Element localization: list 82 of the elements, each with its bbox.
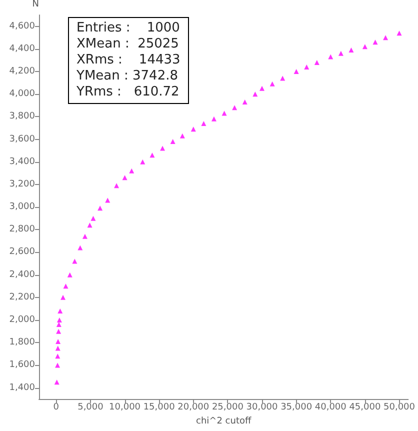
- y-tick-label: 4,200: [9, 66, 36, 76]
- point: [362, 44, 368, 50]
- point: [55, 346, 60, 351]
- point: [60, 294, 66, 300]
- point: [58, 308, 63, 314]
- y-tick-label: 2,000: [9, 315, 36, 326]
- x-tick-label: 35,000: [280, 402, 312, 413]
- y-tick-label: 4,600: [9, 21, 36, 32]
- annotation: YMean : 3742.8: [76, 68, 178, 84]
- y-tick-label: 1,800: [9, 338, 36, 348]
- y-tick-label: 3,000: [9, 202, 36, 212]
- x-tick-label: 40,000: [314, 402, 347, 413]
- x-tick-label: 0: [53, 402, 60, 413]
- point: [160, 146, 166, 151]
- point: [122, 175, 128, 180]
- x-tick-label: 5,000: [78, 402, 104, 413]
- point: [56, 328, 62, 334]
- y-tick-label: 2,800: [9, 224, 36, 235]
- point: [72, 258, 78, 264]
- x-tick-label: 20,000: [178, 402, 210, 413]
- point: [56, 322, 62, 328]
- x-tick-label: 10,000: [109, 402, 141, 413]
- y-tick-label: 4,400: [9, 44, 36, 54]
- point: [63, 284, 68, 289]
- y-axis-title: N: [32, 0, 39, 10]
- point: [55, 362, 60, 368]
- point: [252, 92, 258, 97]
- point: [56, 318, 62, 323]
- point: [201, 120, 206, 126]
- annotation: XMean : 25025: [76, 36, 179, 52]
- y-tick-label: 2,400: [9, 270, 36, 280]
- point: [55, 354, 60, 359]
- point: [328, 54, 334, 60]
- y-tick-label: 3,400: [9, 156, 36, 167]
- point: [211, 116, 216, 122]
- y-tick-label: 3,600: [9, 134, 36, 144]
- point: [396, 30, 402, 36]
- point: [314, 60, 320, 65]
- point: [222, 110, 227, 116]
- point: [280, 76, 286, 81]
- point: [383, 35, 388, 40]
- point: [82, 234, 88, 239]
- x-tick-label: 45,000: [349, 402, 381, 413]
- point: [180, 133, 185, 138]
- annotation: YRms : 610.72: [76, 84, 180, 100]
- point: [190, 126, 196, 132]
- x-axis-title: chi^2 cutoff: [196, 416, 252, 426]
- annotation: XRms : 14433: [76, 52, 180, 68]
- point: [105, 198, 110, 203]
- y-tick-label: 3,800: [9, 112, 36, 122]
- point: [150, 152, 155, 158]
- y-tick-label: 2,200: [9, 292, 36, 302]
- point: [348, 48, 354, 53]
- point: [98, 206, 103, 211]
- point: [232, 105, 238, 110]
- point: [304, 64, 310, 70]
- y-tick-label: 2,600: [9, 247, 36, 258]
- y-tick-label: 1,400: [9, 382, 36, 393]
- point: [338, 50, 344, 56]
- point: [54, 380, 60, 385]
- point: [114, 183, 120, 188]
- x-tick-label: 25,000: [212, 402, 244, 413]
- point: [78, 245, 83, 250]
- annotation: Entries : 1000: [76, 20, 180, 36]
- point: [260, 86, 265, 91]
- x-tick-label: 15,000: [143, 402, 176, 413]
- point: [90, 216, 96, 221]
- x-tick-label: 30,000: [246, 402, 278, 413]
- point: [270, 81, 275, 86]
- y-tick-label: 3,200: [9, 179, 36, 190]
- point: [140, 159, 146, 164]
- x-tick-label: 50,000: [384, 402, 416, 413]
- point: [242, 99, 248, 104]
- point: [170, 139, 176, 144]
- y-tick-label: 1,600: [9, 360, 36, 370]
- point: [87, 222, 92, 228]
- point: [56, 338, 61, 344]
- point: [372, 40, 378, 45]
- point: [67, 272, 72, 278]
- point: [294, 68, 299, 74]
- point: [129, 168, 134, 174]
- y-tick-label: 4,000: [9, 89, 36, 100]
